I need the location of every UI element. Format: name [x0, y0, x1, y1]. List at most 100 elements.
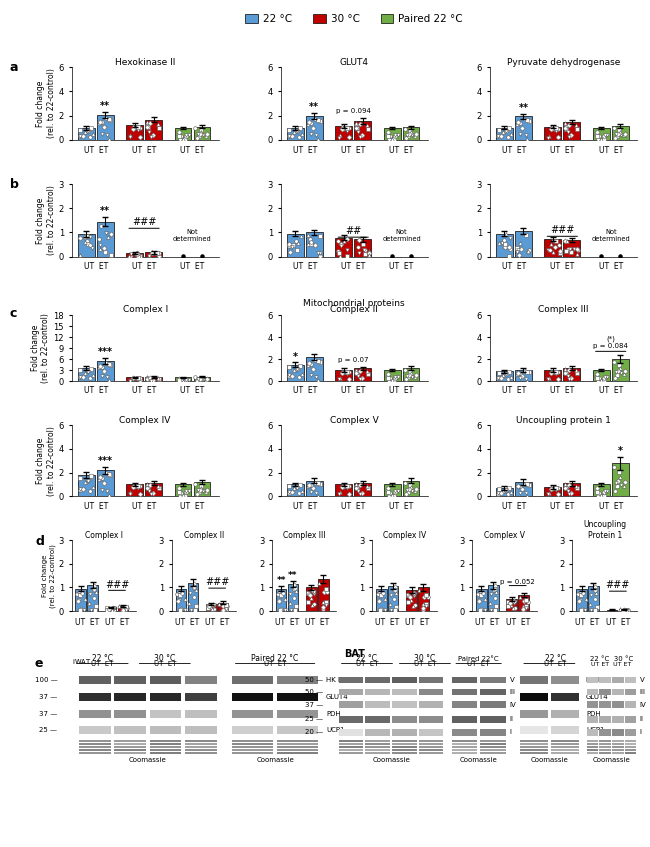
Point: [402, 369, 412, 383]
Point: [344, 130, 354, 144]
Point: [385, 371, 395, 385]
Point: [202, 599, 213, 612]
Point: [117, 604, 127, 617]
Point: [399, 122, 410, 136]
Point: [202, 373, 212, 386]
Point: [105, 358, 116, 372]
Point: [107, 603, 117, 617]
Point: [190, 477, 201, 490]
Point: [619, 368, 629, 381]
Point: [83, 473, 93, 487]
Text: UT  ET: UT ET: [306, 618, 330, 627]
Point: [553, 487, 564, 501]
Point: [104, 468, 114, 481]
Text: e: e: [34, 657, 44, 670]
Bar: [187, 583, 198, 611]
Text: ***: ***: [98, 456, 112, 466]
Point: [291, 234, 301, 247]
Bar: [599, 701, 611, 708]
Point: [308, 584, 318, 598]
Bar: [339, 689, 363, 695]
Point: [474, 595, 484, 608]
Text: UT  ET: UT ET: [180, 501, 205, 511]
Bar: [551, 744, 579, 745]
Point: [117, 603, 127, 617]
Point: [283, 129, 294, 142]
Point: [619, 603, 629, 617]
Point: [520, 373, 530, 386]
Point: [510, 601, 520, 614]
Point: [306, 116, 317, 130]
Point: [361, 118, 372, 131]
Text: UT  ET: UT ET: [389, 386, 413, 396]
Point: [133, 482, 143, 495]
Point: [104, 601, 114, 615]
Bar: [306, 588, 317, 611]
Point: [504, 241, 514, 254]
Text: I: I: [640, 729, 642, 735]
Point: [307, 362, 318, 375]
Point: [120, 601, 131, 614]
Text: **: **: [100, 207, 110, 216]
Bar: [335, 238, 352, 257]
Point: [494, 236, 504, 250]
Text: UT  ET: UT ET: [292, 501, 317, 511]
Point: [406, 593, 417, 606]
Point: [134, 247, 144, 261]
Point: [515, 479, 526, 493]
Point: [289, 363, 299, 377]
Point: [129, 121, 139, 135]
Point: [292, 125, 302, 138]
Bar: [612, 126, 629, 140]
Point: [418, 601, 428, 615]
Point: [84, 371, 95, 385]
Point: [575, 603, 586, 617]
Bar: [278, 693, 318, 700]
Point: [280, 592, 291, 606]
Point: [133, 479, 143, 493]
Bar: [376, 589, 387, 611]
Point: [521, 594, 531, 607]
Bar: [175, 128, 191, 140]
Point: [564, 363, 574, 377]
Point: [274, 595, 284, 608]
Point: [518, 602, 528, 616]
Point: [174, 489, 185, 502]
Bar: [306, 481, 322, 496]
Point: [75, 603, 85, 617]
Bar: [354, 483, 371, 496]
Text: UT  ET: UT ET: [292, 263, 317, 271]
Text: V: V: [510, 677, 515, 683]
Point: [96, 369, 107, 383]
Point: [496, 371, 506, 385]
Point: [302, 237, 313, 251]
Point: [384, 132, 394, 146]
Point: [592, 482, 603, 495]
Title: Complex II: Complex II: [330, 306, 378, 314]
Text: 37 —: 37 —: [39, 694, 57, 700]
Point: [389, 374, 400, 387]
Point: [491, 600, 502, 613]
Point: [84, 484, 95, 498]
Point: [174, 130, 184, 143]
Point: [610, 484, 620, 498]
Point: [553, 122, 564, 136]
Bar: [587, 689, 598, 695]
Point: [564, 130, 574, 144]
Point: [352, 367, 363, 380]
Bar: [480, 744, 506, 745]
Point: [572, 242, 582, 256]
Point: [194, 485, 204, 499]
Bar: [419, 750, 443, 751]
Point: [94, 361, 104, 374]
Point: [523, 478, 534, 491]
Bar: [506, 599, 517, 611]
Point: [276, 603, 286, 617]
Bar: [287, 484, 304, 496]
Text: UT  ET: UT ET: [599, 501, 623, 511]
Point: [404, 483, 414, 496]
Point: [514, 249, 524, 263]
Text: *: *: [618, 446, 623, 456]
Bar: [419, 689, 443, 695]
Point: [313, 246, 323, 260]
